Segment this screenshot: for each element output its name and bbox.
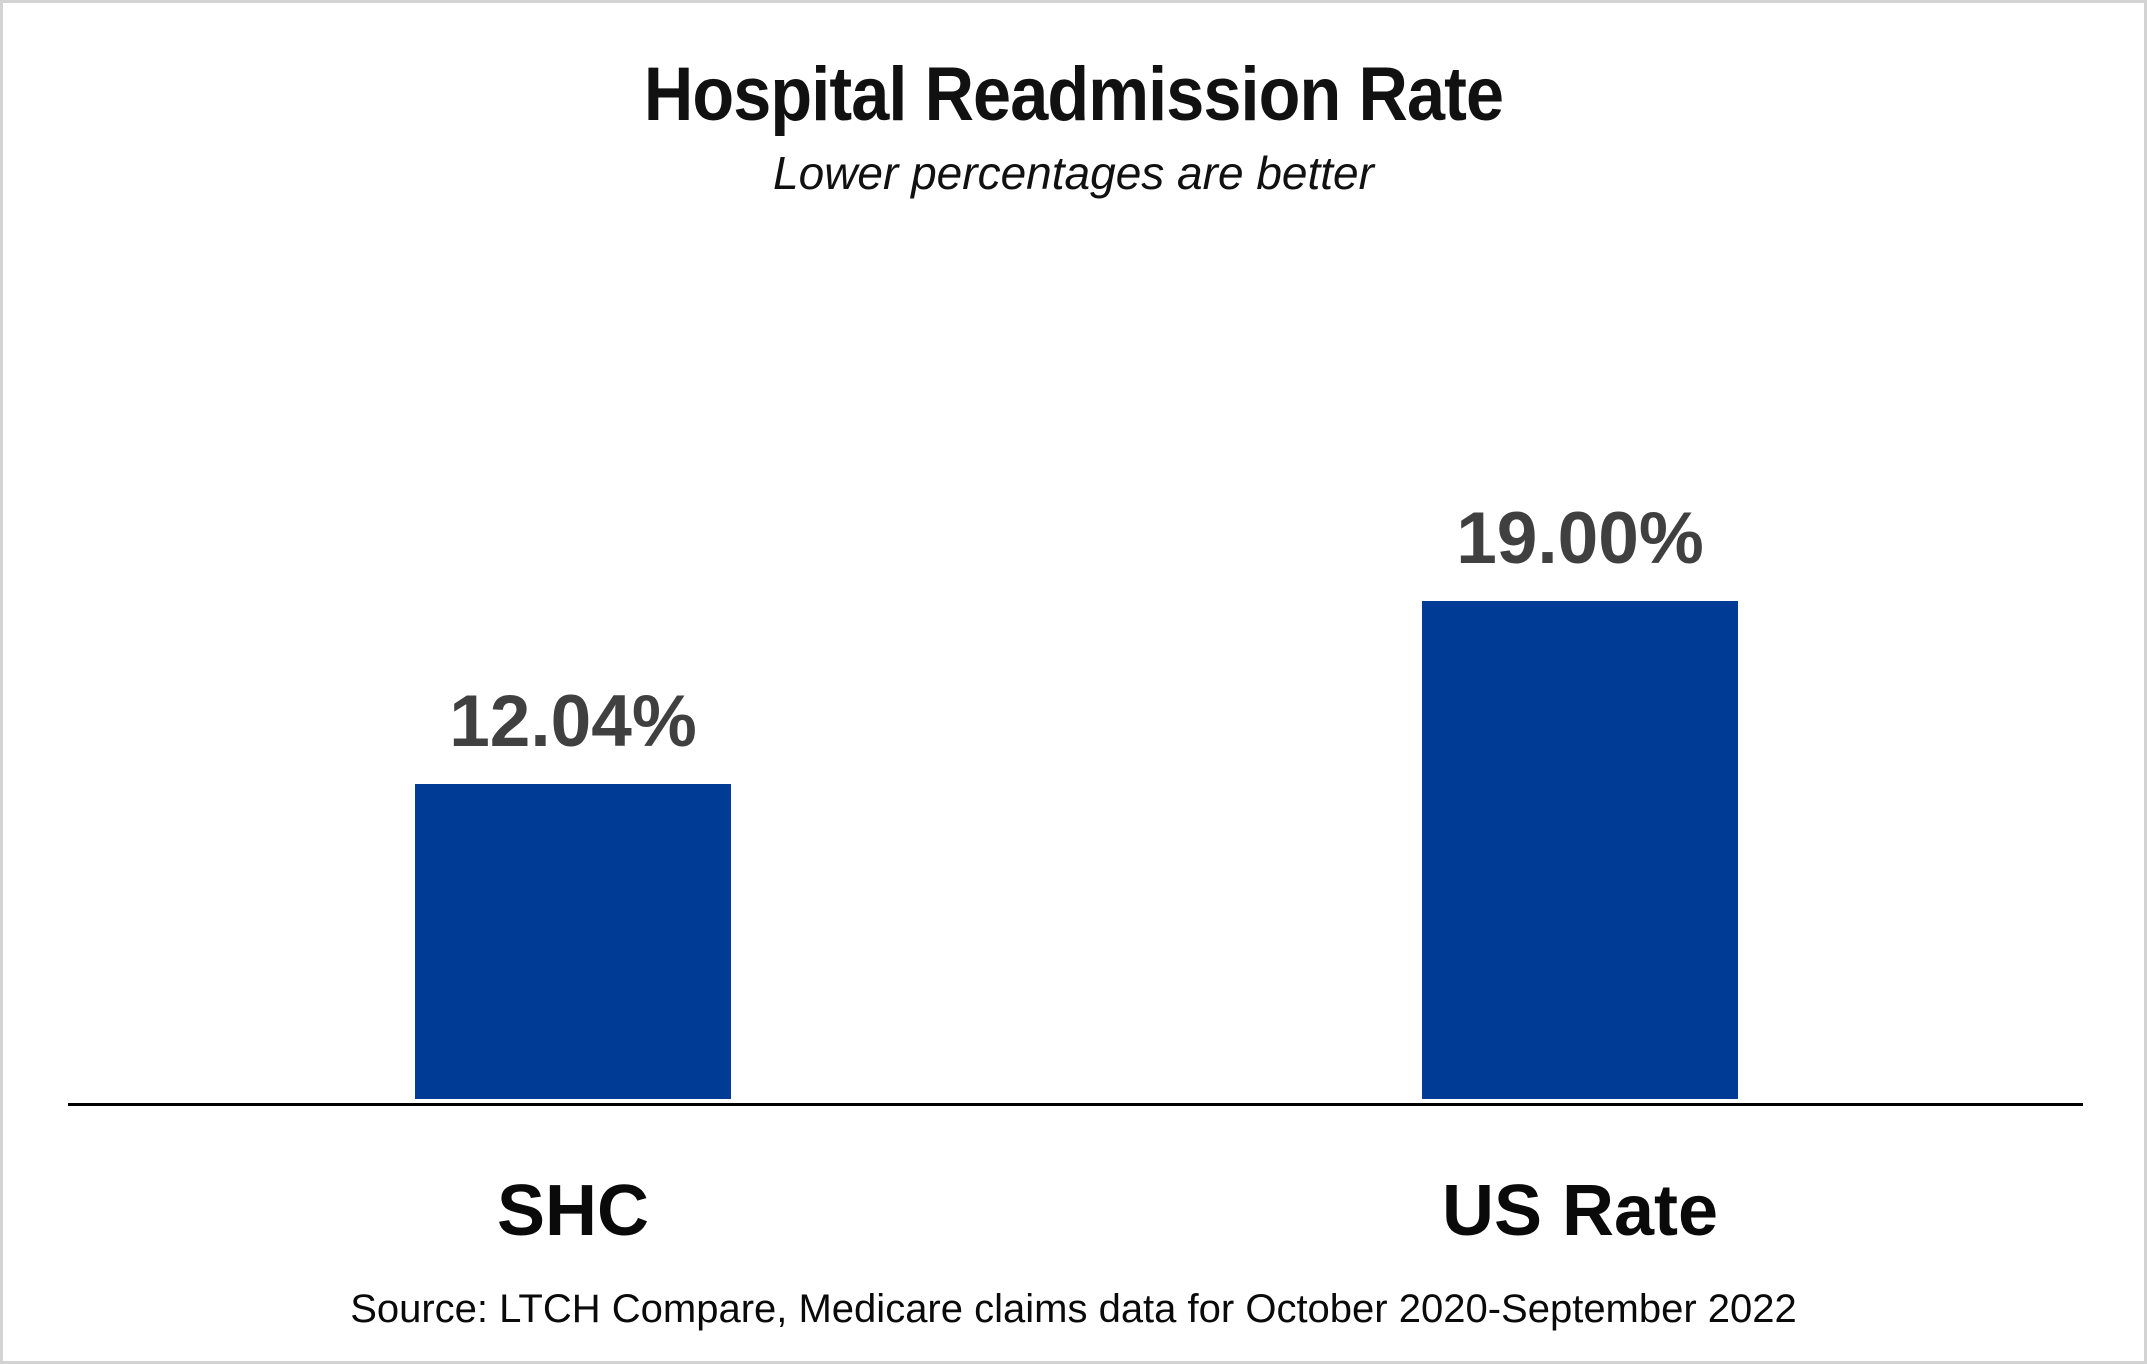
bar (415, 784, 731, 1099)
chart-subtitle: Lower percentages are better (773, 147, 1374, 199)
value-label-shc: 12.04% (449, 681, 697, 762)
bar-group-us-rate: 19.00% (1422, 502, 1738, 1099)
value-label-us-rate: 19.00% (1456, 498, 1704, 579)
category-label-shc: SHC (496, 1171, 649, 1251)
bar (1422, 601, 1738, 1099)
category-label-us-rate: US Rate (1441, 1171, 1719, 1251)
bar-group-shc: 12.04% (415, 685, 731, 1099)
chart-title: Hospital Readmission Rate (643, 52, 1504, 137)
plot-area: 12.04% 19.00% SHC US Rate (3, 3, 2144, 1361)
source-note: Source: LTCH Compare, Medicare claims da… (350, 1287, 1797, 1331)
x-axis-line (68, 1103, 2083, 1106)
